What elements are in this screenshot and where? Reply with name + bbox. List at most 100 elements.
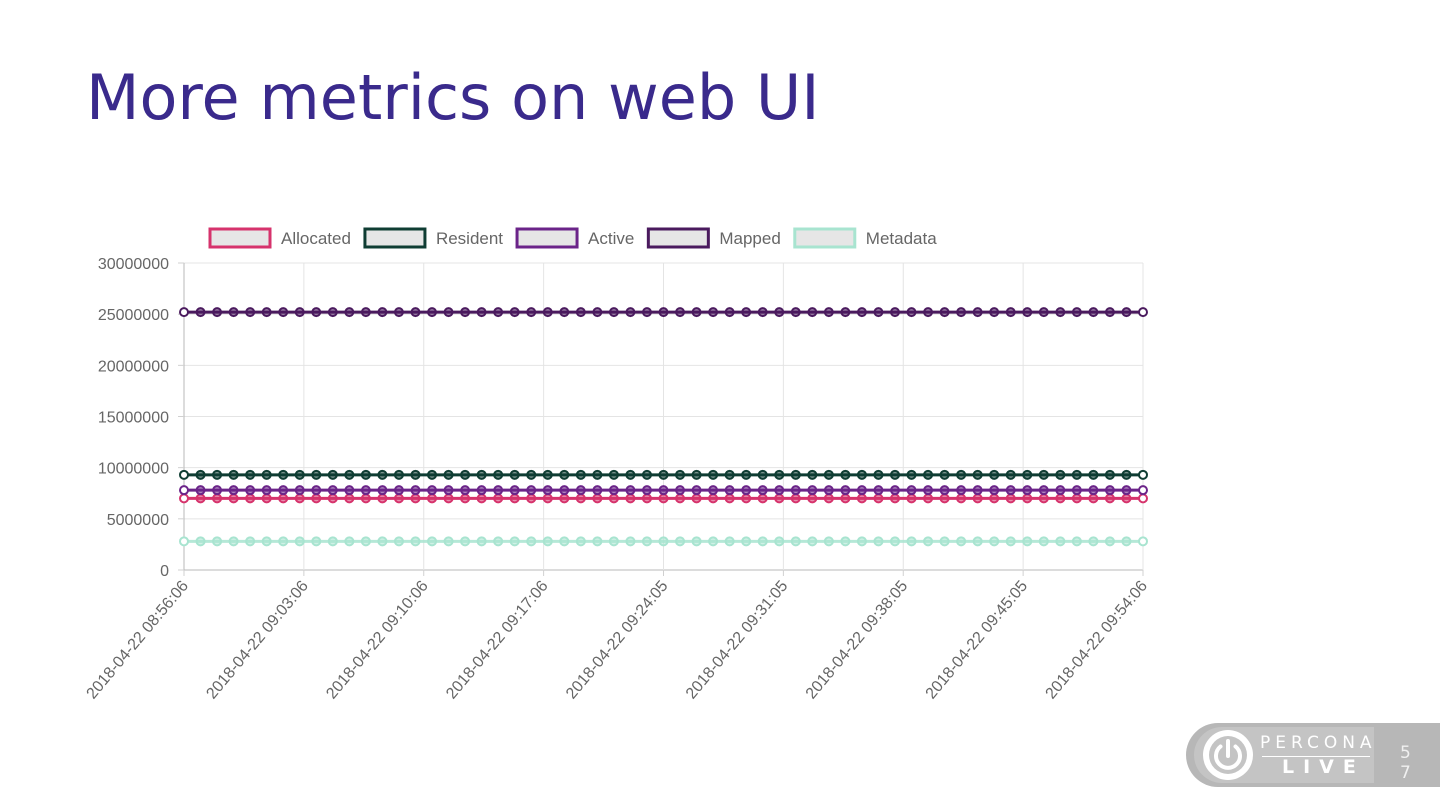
data-point (641, 485, 652, 496)
data-point (807, 485, 818, 496)
data-point (658, 469, 669, 480)
x-tick-label: 2018-04-22 09:45:05 (923, 578, 1032, 703)
data-point (625, 493, 636, 504)
data-point (956, 485, 967, 496)
legend-item-resident: Resident (363, 227, 503, 249)
data-point (294, 536, 305, 547)
y-tick-label: 25000000 (98, 307, 169, 324)
data-point (989, 493, 1000, 504)
data-point (1055, 493, 1066, 504)
data-point (774, 493, 785, 504)
data-point (956, 307, 967, 318)
data-point (327, 307, 338, 318)
data-point (179, 493, 189, 504)
data-point (889, 469, 900, 480)
series-active (179, 485, 1148, 496)
data-point (228, 493, 239, 504)
data-point (1005, 536, 1016, 547)
data-point (360, 307, 371, 318)
data-point (625, 536, 636, 547)
data-point (790, 307, 801, 318)
power-icon (1203, 730, 1253, 780)
data-point (460, 307, 471, 318)
data-point (1138, 307, 1148, 318)
data-point (526, 493, 537, 504)
data-point (741, 536, 752, 547)
data-point (1138, 469, 1148, 480)
data-point (658, 307, 669, 318)
data-point (377, 307, 388, 318)
data-point (823, 485, 834, 496)
data-point (1055, 307, 1066, 318)
data-point (840, 485, 851, 496)
data-point (774, 536, 785, 547)
data-point (972, 536, 983, 547)
data-point (724, 485, 735, 496)
data-point (807, 307, 818, 318)
legend-swatch (515, 227, 579, 249)
legend-label: Metadata (866, 229, 937, 248)
data-point (261, 536, 272, 547)
data-point (675, 307, 686, 318)
data-point (856, 307, 867, 318)
data-point (493, 493, 504, 504)
data-point (493, 307, 504, 318)
data-point (393, 493, 404, 504)
data-point (311, 469, 322, 480)
data-point (245, 493, 256, 504)
data-point (1088, 307, 1099, 318)
data-point (427, 307, 438, 318)
data-point (212, 536, 223, 547)
data-point (1071, 536, 1082, 547)
data-point (360, 536, 371, 547)
data-point (1121, 485, 1132, 496)
data-point (675, 493, 686, 504)
data-point (592, 536, 603, 547)
data-point (575, 469, 586, 480)
data-point (1121, 493, 1132, 504)
data-point (724, 536, 735, 547)
data-point (460, 485, 471, 496)
data-point (956, 536, 967, 547)
data-point (410, 485, 421, 496)
data-point (294, 493, 305, 504)
legend-item-active: Active (515, 227, 634, 249)
data-point (807, 536, 818, 547)
data-point (228, 307, 239, 318)
data-point (344, 493, 355, 504)
data-point (1038, 536, 1049, 547)
x-tick-label: 2018-04-22 09:38:05 (803, 578, 912, 703)
data-point (327, 536, 338, 547)
data-point (294, 469, 305, 480)
data-point (559, 485, 570, 496)
data-point (641, 493, 652, 504)
x-tick-label: 2018-04-22 08:56:06 (84, 578, 193, 703)
data-point (708, 469, 719, 480)
data-point (658, 485, 669, 496)
data-point (278, 536, 289, 547)
data-point (212, 307, 223, 318)
data-point (956, 469, 967, 480)
data-point (212, 493, 223, 504)
legend-item-mapped: Mapped (646, 227, 781, 249)
legend-swatch (793, 227, 857, 249)
data-point (823, 493, 834, 504)
data-point (294, 307, 305, 318)
data-point (741, 469, 752, 480)
x-tick-label: 2018-04-22 09:24:05 (563, 578, 672, 703)
data-point (393, 536, 404, 547)
y-tick-label: 5000000 (107, 512, 169, 529)
data-point (179, 485, 189, 496)
data-point (592, 469, 603, 480)
data-point (509, 536, 520, 547)
data-point (261, 469, 272, 480)
data-point (989, 485, 1000, 496)
data-point (179, 536, 189, 547)
data-point (675, 485, 686, 496)
y-tick-label: 15000000 (98, 410, 169, 427)
data-point (790, 536, 801, 547)
data-point (608, 493, 619, 504)
data-point (575, 536, 586, 547)
data-point (195, 493, 206, 504)
data-point (575, 493, 586, 504)
